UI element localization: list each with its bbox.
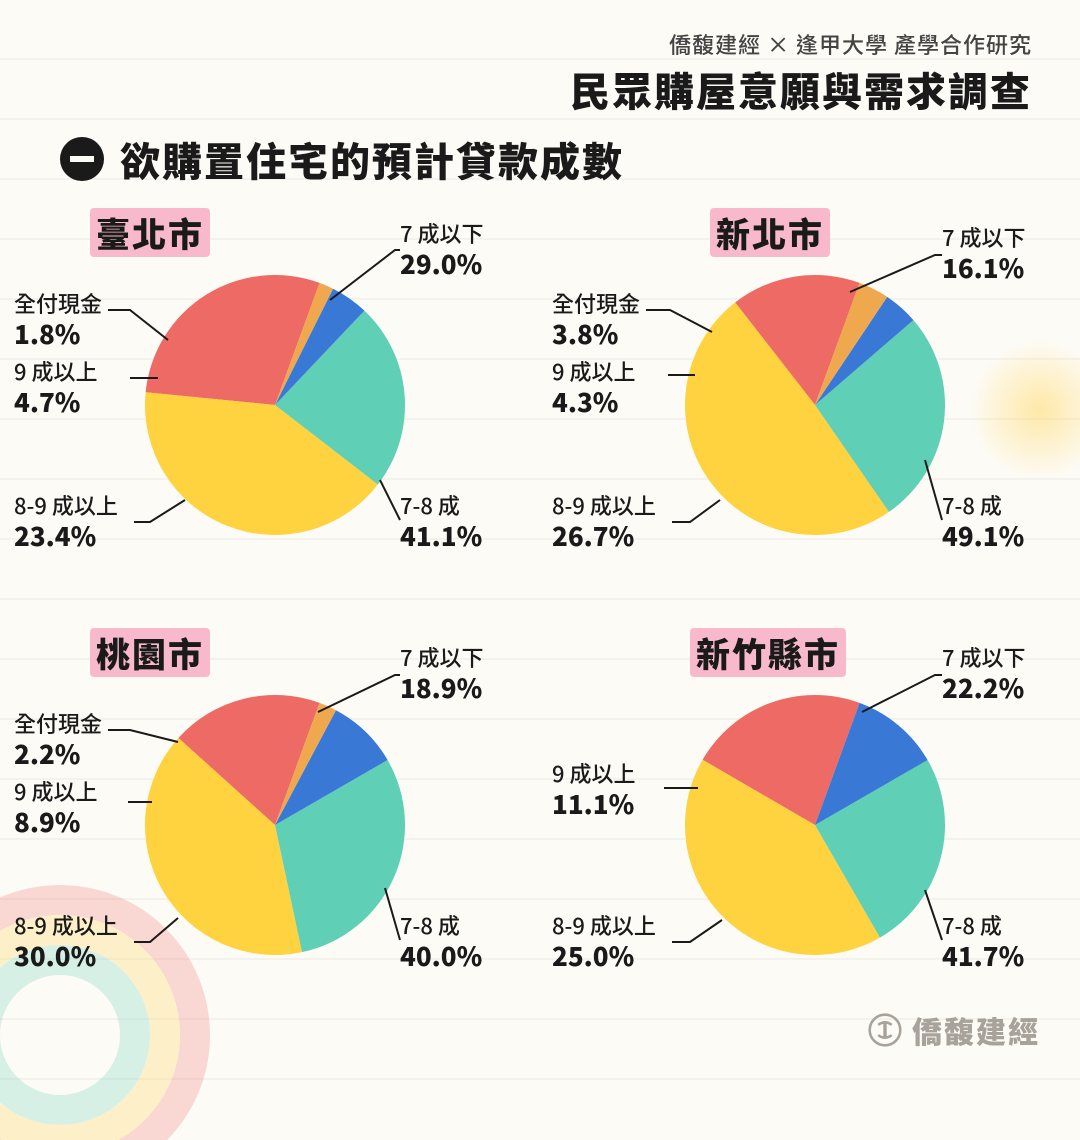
section-head: 欲購置住宅的預計貸款成數: [60, 130, 624, 188]
header-subtitle: 僑馥建經 × 逢甲大學 產學合作研究: [570, 28, 1032, 60]
chart-cell: 新北市7 成以下16.1%7-8 成49.1%8-9 成以上26.7%9 成以上…: [540, 200, 1080, 620]
slice-label-seven_eight: 7-8 成41.1%: [400, 492, 482, 552]
slice-label-eight_nine: 8-9 成以上23.4%: [14, 492, 118, 552]
slice-label-eight_nine: 8-9 成以上26.7%: [552, 492, 656, 552]
leader-below7: [850, 255, 942, 292]
slice-label-seven_eight: 7-8 成40.0%: [400, 912, 482, 972]
slice-label-above9: 9 成以上11.1%: [552, 760, 636, 820]
leader-seven_eight: [925, 890, 942, 940]
slice-label-above9: 9 成以上4.7%: [14, 358, 98, 418]
slice-label-eight_nine: 8-9 成以上30.0%: [14, 912, 118, 972]
leader-seven_eight: [925, 460, 942, 520]
logo-text: 僑馥建經: [912, 1008, 1040, 1052]
slice-label-below7: 7 成以下29.0%: [400, 220, 484, 280]
slice-label-seven_eight: 7-8 成41.7%: [942, 912, 1024, 972]
chart-cell: 桃園市7 成以下18.9%7-8 成40.0%8-9 成以上30.0%9 成以上…: [0, 620, 540, 1040]
slice-label-below7: 7 成以下16.1%: [942, 224, 1026, 284]
chart-cell: 新竹縣市7 成以下22.2%7-8 成41.7%8-9 成以上25.0%9 成以…: [540, 620, 1080, 1040]
header: 僑馥建經 × 逢甲大學 產學合作研究 民眾購屋意願與需求調查: [570, 28, 1032, 118]
slice-label-below7: 7 成以下22.2%: [942, 644, 1026, 704]
leader-eight_nine: [134, 918, 178, 942]
slice-label-seven_eight: 7-8 成49.1%: [942, 492, 1024, 552]
leader-below7: [318, 675, 400, 712]
leader-eight_nine: [134, 500, 185, 522]
slice-label-eight_nine: 8-9 成以上25.0%: [552, 912, 656, 972]
leader-eight_nine: [672, 920, 722, 942]
slice-label-below7: 7 成以下18.9%: [400, 644, 484, 704]
slice-label-cash: 全付現金2.2%: [14, 710, 102, 770]
slice-label-cash: 全付現金1.8%: [14, 290, 102, 350]
leader-seven_eight: [380, 480, 400, 520]
slice-label-above9: 9 成以上8.9%: [14, 778, 98, 838]
slice-label-above9: 9 成以上4.3%: [552, 358, 636, 418]
slice-label-cash: 全付現金3.8%: [552, 290, 640, 350]
leader-below7: [862, 675, 942, 712]
leader-seven_eight: [385, 888, 400, 940]
leader-eight_nine: [672, 500, 720, 522]
bullet-icon: [60, 137, 104, 181]
leader-cash: [646, 310, 712, 332]
leader-cash: [108, 310, 168, 340]
leader-cash: [108, 730, 178, 742]
chart-cell: 臺北市7 成以下29.0%7-8 成41.1%8-9 成以上23.4%9 成以上…: [0, 200, 540, 620]
section-title: 欲購置住宅的預計貸款成數: [120, 130, 624, 188]
logo-icon: [868, 1013, 902, 1047]
leader-below7: [330, 250, 400, 300]
header-title: 民眾購屋意願與需求調查: [570, 60, 1032, 118]
brand-logo: 僑馥建經: [868, 1008, 1040, 1052]
chart-grid: 臺北市7 成以下29.0%7-8 成41.1%8-9 成以上23.4%9 成以上…: [0, 200, 1080, 1040]
